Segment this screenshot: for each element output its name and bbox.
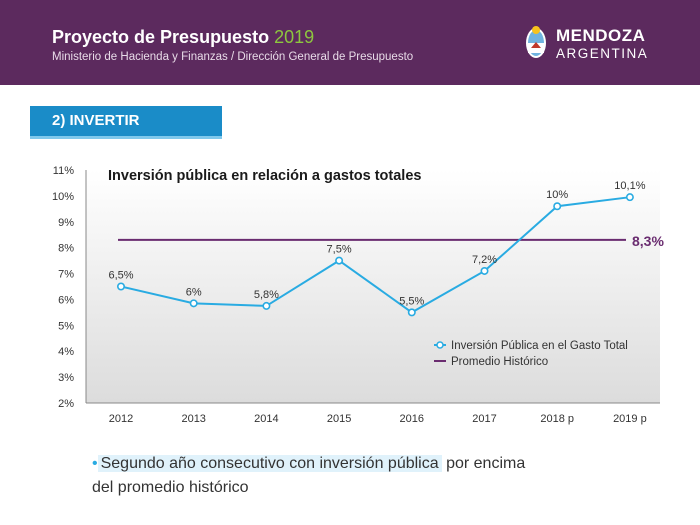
data-point <box>262 301 271 310</box>
legend-series-marker <box>436 341 444 349</box>
page-subtitle: Ministerio de Hacienda y Finanzas / Dire… <box>52 51 414 63</box>
data-point <box>189 299 198 308</box>
bullet-note: • Segundo año consecutivo con inversión p… <box>92 452 612 500</box>
legend-average-label: Promedio Histórico <box>451 356 548 368</box>
data-point <box>625 193 634 202</box>
data-label: 7,2% <box>472 254 497 266</box>
bullet-rest: por encima <box>441 455 526 472</box>
section-tab: 2) INVERTIR <box>30 106 222 139</box>
data-label: 5,5% <box>399 295 424 307</box>
plot-area <box>86 170 660 403</box>
data-point <box>480 266 489 275</box>
x-tick-label: 2014 <box>254 413 278 425</box>
y-tick-label: 11% <box>53 165 74 177</box>
line-chart: 2% 3% 4% 5% 6% 7% 8% 9% 10% 11% 2012 2013 2014 2015 20… <box>52 165 664 425</box>
data-label: 10% <box>546 189 568 201</box>
x-tick-label: 2016 <box>400 413 424 425</box>
x-tick-label: 2012 <box>109 413 133 425</box>
series-line <box>120 196 631 314</box>
y-tick-label: 10% <box>52 191 74 203</box>
y-tick-label: 4% <box>58 346 74 358</box>
bullet-dot: • <box>92 455 98 472</box>
y-tick-label: 6% <box>58 294 74 306</box>
y-tick-label: 3% <box>58 372 74 384</box>
data-point <box>335 256 344 265</box>
legend-series-label: Inversión Pública en el Gasto Total <box>451 340 628 352</box>
logo-brand: MENDOZA <box>556 26 646 45</box>
logo-country: ARGENTINA <box>556 46 649 61</box>
data-label: 7,5% <box>327 244 352 256</box>
data-label: 10,1% <box>614 180 645 192</box>
y-tick-label: 2% <box>58 398 74 410</box>
data-label: 6,5% <box>108 270 133 282</box>
y-tick-label: 9% <box>58 217 74 229</box>
average-label: 8,3% <box>632 233 664 249</box>
data-point <box>553 202 562 211</box>
y-tick-label: 7% <box>58 269 74 281</box>
mendoza-logo: MENDOZA ARGENTINA <box>524 22 654 66</box>
bullet-line2: del promedio histórico <box>92 479 249 496</box>
bullet-highlight: Segundo año consecutivo con inversión pú… <box>97 455 442 472</box>
data-point <box>407 308 416 317</box>
section-label: 2) INVERTIR <box>52 112 140 129</box>
data-label: 5,8% <box>254 289 279 301</box>
header-banner: Proyecto de Presupuesto 2019 Ministerio … <box>0 0 700 85</box>
x-tick-label: 2019 p <box>613 413 647 425</box>
coat-of-arms-icon <box>526 26 546 58</box>
page-title: Proyecto de Presupuesto 2019 <box>52 27 315 47</box>
y-tick-label: 8% <box>58 243 74 255</box>
x-tick-label: 2018 p <box>540 413 574 425</box>
x-tick-label: 2013 <box>181 413 205 425</box>
data-point <box>117 282 126 291</box>
title-year: 2019 <box>274 27 315 47</box>
chart-title: Inversión pública en relación a gastos t… <box>108 168 421 184</box>
y-tick-label: 5% <box>58 320 74 332</box>
x-tick-label: 2017 <box>472 413 496 425</box>
x-tick-label: 2015 <box>327 413 351 425</box>
data-label: 6% <box>186 286 202 298</box>
